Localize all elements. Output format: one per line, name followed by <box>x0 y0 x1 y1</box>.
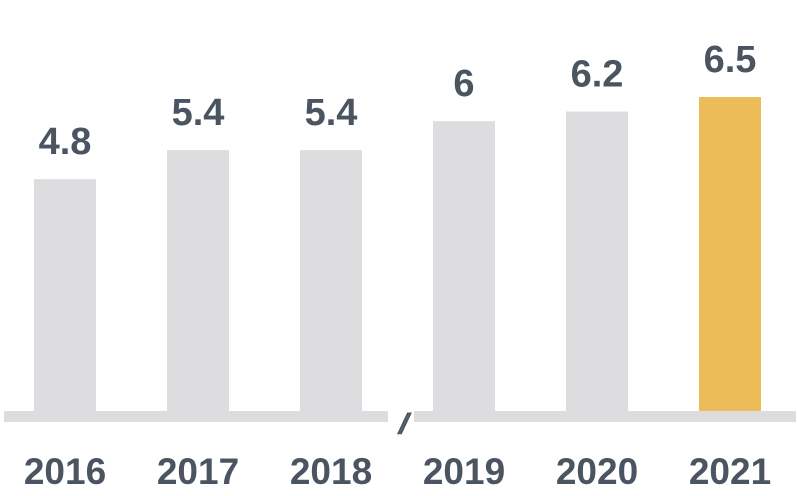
value-label-2016: 4.8 <box>39 121 92 163</box>
bar-2016 <box>34 179 96 411</box>
bars-group <box>34 97 761 412</box>
bar-2019 <box>433 121 495 411</box>
tick-label-2021: 2021 <box>689 451 771 492</box>
bar-2017 <box>167 150 229 411</box>
tick-label-2016: 2016 <box>24 451 106 492</box>
tick-label-2020: 2020 <box>556 451 638 492</box>
value-label-2017: 5.4 <box>172 92 225 134</box>
tick-label-2019: 2019 <box>423 451 505 492</box>
bar-2020 <box>566 111 628 411</box>
value-label-2021: 6.5 <box>704 39 757 81</box>
tick-labels-group: 2016 2017 2018 2019 2020 2021 <box>24 451 771 492</box>
bar-2018 <box>300 150 362 411</box>
value-label-2019: 6 <box>453 63 474 105</box>
tick-label-2018: 2018 <box>290 451 372 492</box>
value-label-2020: 6.2 <box>571 54 624 96</box>
value-labels-group: 4.8 5.4 5.4 6 6.2 6.5 <box>39 39 757 163</box>
tick-label-2017: 2017 <box>157 451 239 492</box>
value-label-2018: 5.4 <box>305 92 358 134</box>
bar-2021 <box>699 97 761 412</box>
axis-break-marker: // <box>397 408 412 441</box>
x-axis: // <box>4 408 796 441</box>
